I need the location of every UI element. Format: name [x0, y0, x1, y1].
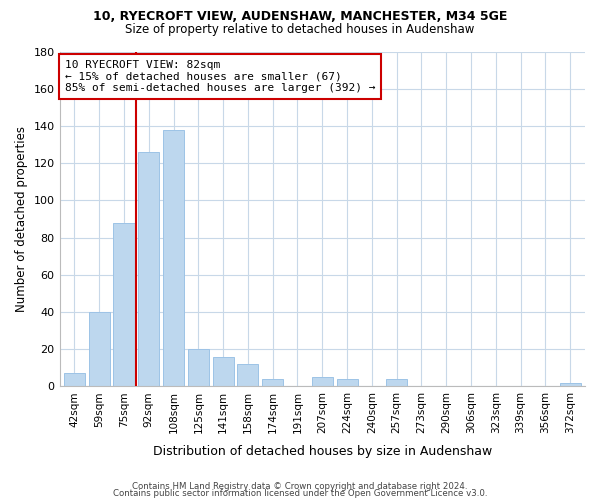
- Text: 10, RYECROFT VIEW, AUDENSHAW, MANCHESTER, M34 5GE: 10, RYECROFT VIEW, AUDENSHAW, MANCHESTER…: [93, 10, 507, 23]
- Bar: [89, 312, 110, 386]
- Bar: [238, 364, 259, 386]
- Text: 10 RYECROFT VIEW: 82sqm
← 15% of detached houses are smaller (67)
85% of semi-de: 10 RYECROFT VIEW: 82sqm ← 15% of detache…: [65, 60, 375, 93]
- Bar: [560, 382, 581, 386]
- X-axis label: Distribution of detached houses by size in Audenshaw: Distribution of detached houses by size …: [152, 444, 492, 458]
- Bar: [113, 222, 134, 386]
- Bar: [337, 379, 358, 386]
- Text: Contains public sector information licensed under the Open Government Licence v3: Contains public sector information licen…: [113, 490, 487, 498]
- Bar: [138, 152, 160, 386]
- Text: Contains HM Land Registry data © Crown copyright and database right 2024.: Contains HM Land Registry data © Crown c…: [132, 482, 468, 491]
- Text: Size of property relative to detached houses in Audenshaw: Size of property relative to detached ho…: [125, 22, 475, 36]
- Bar: [386, 379, 407, 386]
- Bar: [262, 379, 283, 386]
- Bar: [212, 356, 233, 386]
- Bar: [188, 349, 209, 387]
- Bar: [64, 374, 85, 386]
- Bar: [312, 377, 333, 386]
- Bar: [163, 130, 184, 386]
- Y-axis label: Number of detached properties: Number of detached properties: [15, 126, 28, 312]
